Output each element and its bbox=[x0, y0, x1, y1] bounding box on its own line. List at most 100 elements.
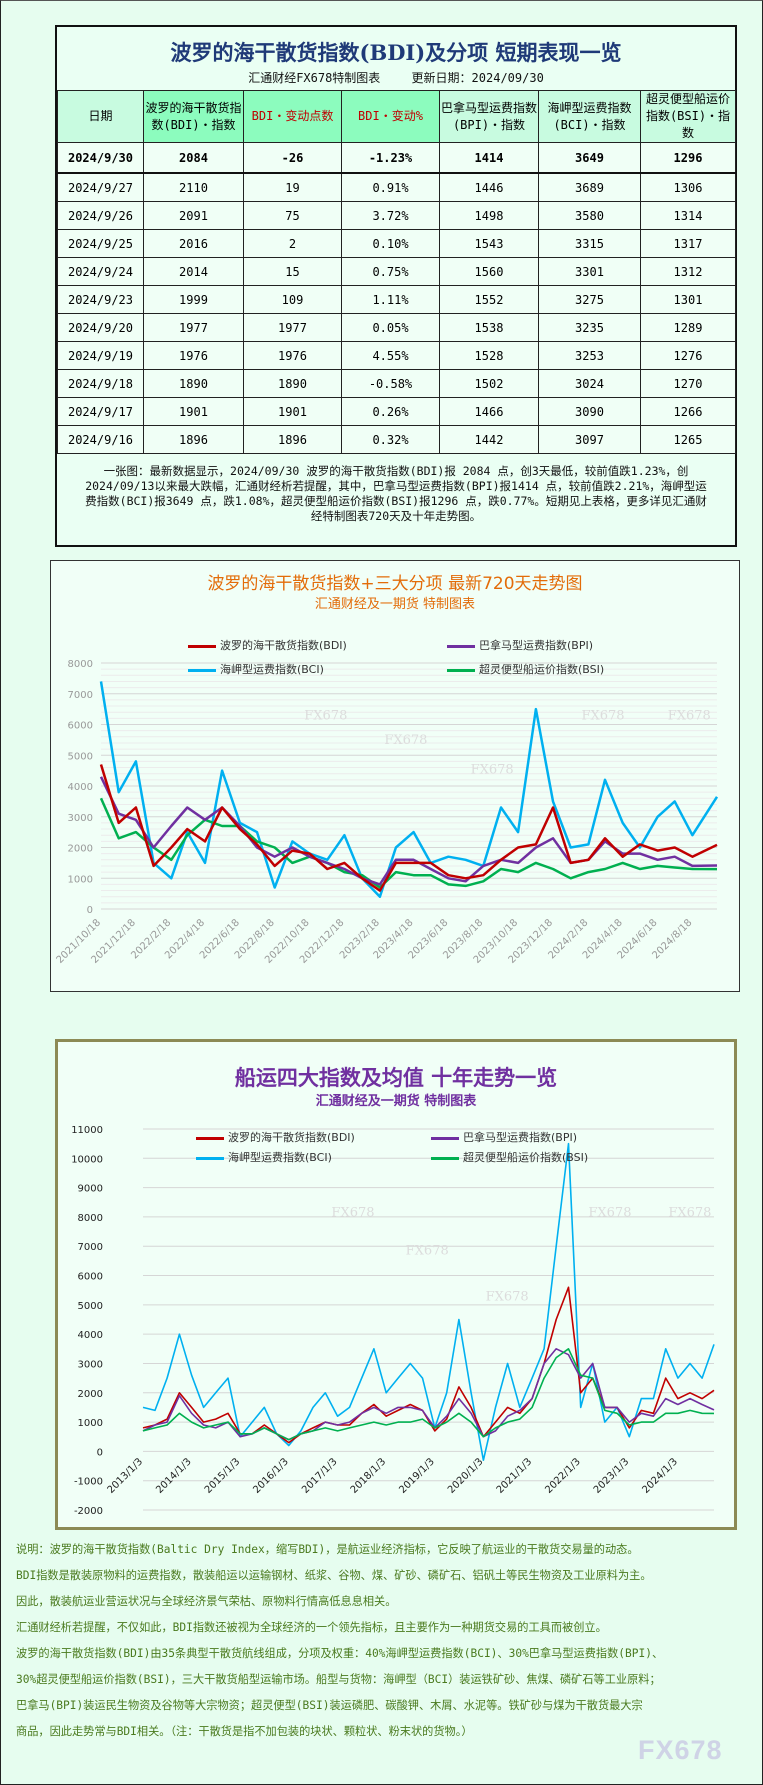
cell-bdi-change: 19 bbox=[243, 172, 342, 202]
y-tick-label: -2000 bbox=[74, 1506, 103, 1517]
cell-bci: 3275 bbox=[538, 285, 641, 314]
cell-bsi: 1317 bbox=[640, 229, 736, 258]
watermark: FX678 bbox=[304, 709, 347, 724]
legend-swatch bbox=[188, 668, 216, 672]
y-tick-label: 0 bbox=[87, 905, 93, 916]
y-tick-label: 10000 bbox=[71, 1154, 103, 1165]
cell-bsi: 1270 bbox=[640, 369, 736, 398]
cell-bsi: 1306 bbox=[640, 172, 736, 202]
cell-bdi: 1976 bbox=[143, 341, 244, 370]
cell-bdi: 1901 bbox=[143, 397, 244, 426]
watermark: FX678 bbox=[471, 763, 514, 778]
legend-label: 超灵便型船运价指数(BSI) bbox=[479, 663, 605, 676]
watermark: FX678 bbox=[668, 709, 711, 724]
table-row: 2024/9/25 2016 2 0.10% 1543 3315 1317 bbox=[57, 229, 736, 258]
cell-bdi-change-pct: 0.26% bbox=[341, 397, 440, 426]
cell-bpi: 1543 bbox=[439, 229, 539, 258]
cell-bdi-change-pct: -0.58% bbox=[341, 369, 440, 398]
table-subtitle: 汇通财经FX678特制图表 更新日期：2024/09/30 bbox=[57, 69, 735, 86]
fx678-logo: FX678 bbox=[638, 1735, 723, 1765]
cell-bci: 3253 bbox=[538, 341, 641, 370]
y-tick-label: 5000 bbox=[68, 751, 93, 762]
chart-720-day: 0 1000 2000 3000 4000 5000 6000 7000 8000 FX678 FX… bbox=[50, 560, 740, 992]
legend-label: 海岬型运费指数(BCI) bbox=[228, 1151, 332, 1164]
description-line: 波罗的海干散货指数(BDI)由35条典型干散货航线组成，分项及权重：40%海岬型… bbox=[16, 1647, 664, 1660]
legend-label: 巴拿马型运费指数(BPI) bbox=[463, 1131, 578, 1144]
legend-label: 海岬型运费指数(BCI) bbox=[220, 663, 324, 676]
chart-ten-year: -2000 -1000 0 1000 2000 3000 4000 5000 6000 7000 8… bbox=[55, 1039, 737, 1530]
legend-bci: 海岬型运费指数(BCI) bbox=[188, 661, 324, 677]
cell-date: 2024/9/17 bbox=[57, 397, 144, 426]
series-line-bpi bbox=[142, 1347, 715, 1441]
update-date: 更新日期：2024/09/30 bbox=[411, 71, 544, 85]
cell-bdi-change-pct: -1.23% bbox=[341, 142, 440, 174]
description-line: 汇通财经析若提醒，不仅如此，BDI指数还被视为全球经济的一个领先指标，且主要作为… bbox=[16, 1621, 607, 1634]
legend-swatch bbox=[447, 668, 475, 672]
y-tick-label: 7000 bbox=[68, 690, 93, 701]
table-row: 2024/9/17 1901 1901 0.26% 1466 3090 1266 bbox=[57, 397, 736, 426]
cell-bpi: 1498 bbox=[439, 201, 539, 230]
chart-720-day-plot: 0 1000 2000 3000 4000 5000 6000 7000 8000 FX678 FX… bbox=[55, 659, 719, 966]
cell-bdi-change: 2 bbox=[243, 229, 342, 258]
table-row: 2024/9/26 2091 75 3.72% 1498 3580 1314 bbox=[57, 201, 736, 230]
header-bdi-change-points: BDI・变动点数 bbox=[243, 90, 342, 143]
cell-bdi-change: 1890 bbox=[243, 369, 342, 398]
watermark: FX678 bbox=[384, 733, 427, 748]
series-line-bpi bbox=[99, 776, 718, 886]
cell-bsi: 1314 bbox=[640, 201, 736, 230]
cell-date: 2024/9/30 bbox=[57, 142, 144, 174]
cell-bpi: 1538 bbox=[439, 313, 539, 342]
cell-bsi: 1276 bbox=[640, 341, 736, 370]
y-tick-label: 2000 bbox=[78, 1389, 103, 1400]
table-row: 2024/9/30 2084 -26 -1.23% 1414 3649 1296 bbox=[57, 142, 736, 174]
cell-bdi-change-pct: 3.72% bbox=[341, 201, 440, 230]
legend-bsi: 超灵便型船运价指数(BSI) bbox=[447, 661, 604, 677]
watermark: FX678 bbox=[581, 709, 624, 724]
cell-date: 2024/9/19 bbox=[57, 341, 144, 370]
table-row: 2024/9/24 2014 15 0.75% 1560 3301 1312 bbox=[57, 257, 736, 286]
y-tick-label: 4000 bbox=[78, 1330, 103, 1341]
x-tick-label: 2022/1/3 bbox=[543, 1456, 583, 1496]
cell-bdi: 2014 bbox=[143, 257, 244, 286]
legend-swatch bbox=[431, 1156, 459, 1160]
cell-bci: 3024 bbox=[538, 369, 641, 398]
series-line-bsi bbox=[142, 1347, 715, 1441]
summary-table-panel: 波罗的海干散货指数(BDI)及分项 短期表现一览 汇通财经FX678特制图表 更… bbox=[55, 25, 737, 547]
cell-bdi: 1896 bbox=[143, 425, 244, 454]
x-tick-label: 2016/1/3 bbox=[251, 1456, 291, 1496]
x-tick-label: 2020/1/3 bbox=[446, 1456, 486, 1496]
x-tick-label: 2023/1/3 bbox=[592, 1456, 632, 1496]
cell-date: 2024/9/25 bbox=[57, 229, 144, 258]
cell-bpi: 1442 bbox=[439, 425, 539, 454]
y-tick-label: 3000 bbox=[78, 1359, 103, 1370]
legend-bci: 海岬型运费指数(BCI) bbox=[196, 1149, 332, 1165]
cell-bci: 3235 bbox=[538, 313, 641, 342]
cell-bci: 3097 bbox=[538, 425, 641, 454]
watermark: FX678 bbox=[588, 1206, 631, 1221]
cell-bdi-change-pct: 0.32% bbox=[341, 425, 440, 454]
cell-bdi-change-pct: 0.75% bbox=[341, 257, 440, 286]
cell-bci: 3689 bbox=[538, 172, 641, 202]
y-tick-label: 8000 bbox=[68, 659, 93, 670]
cell-bdi-change-pct: 0.91% bbox=[341, 172, 440, 202]
header-bsi: 超灵便型船运价指数(BSI)・指数 bbox=[640, 90, 736, 143]
table-row: 2024/9/19 1976 1976 4.55% 1528 3253 1276 bbox=[57, 341, 736, 370]
table-row: 2024/9/27 2110 19 0.91% 1446 3689 1306 bbox=[57, 172, 736, 202]
watermark: FX678 bbox=[406, 1244, 449, 1259]
table-row: 2024/9/16 1896 1896 0.32% 1442 3097 1265 bbox=[57, 425, 736, 454]
y-tick-label: 11000 bbox=[71, 1125, 103, 1136]
series-line-bdi bbox=[99, 764, 718, 892]
legend-label: 波罗的海干散货指数(BDI) bbox=[228, 1131, 355, 1144]
y-tick-label: 6000 bbox=[78, 1272, 103, 1283]
table-notes: 一张图：最新数据显示，2024/09/30 波罗的海干散货指数(BDI)报 20… bbox=[57, 453, 735, 545]
watermark: FX678 bbox=[486, 1289, 529, 1304]
cell-bsi: 1265 bbox=[640, 425, 736, 454]
description-text: 说明：波罗的海干散货指数(Baltic Dry Index，缩写BDI)，是航运… bbox=[16, 1537, 756, 1745]
legend-bdi: 波罗的海干散货指数(BDI) bbox=[196, 1129, 355, 1145]
cell-bdi-change-pct: 4.55% bbox=[341, 341, 440, 370]
legend-bpi: 巴拿马型运费指数(BPI) bbox=[431, 1129, 577, 1145]
y-tick-label: 2000 bbox=[68, 844, 93, 855]
description-line: 巴拿马(BPI)装运民生物资及谷物等大宗物资；超灵便型(BSI)装运磷肥、碳酸钾… bbox=[16, 1699, 643, 1712]
cell-bpi: 1528 bbox=[439, 341, 539, 370]
cell-bpi: 1446 bbox=[439, 172, 539, 202]
